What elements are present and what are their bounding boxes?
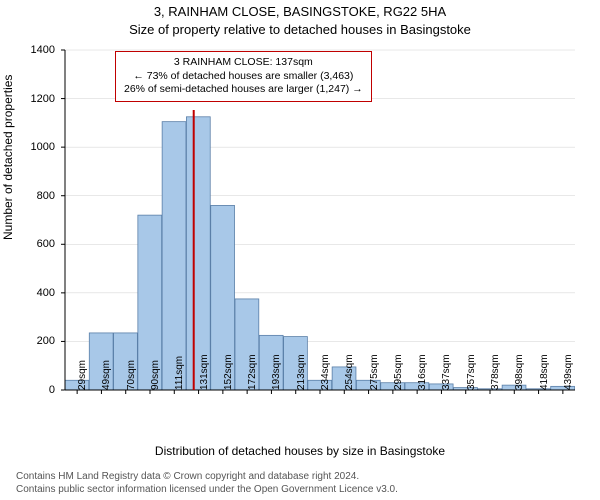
x-tick-label: 172sqm [247,354,258,390]
x-tick-label: 295sqm [393,354,404,390]
y-tick-label: 800 [37,190,55,202]
x-tick-label: 152sqm [223,354,234,390]
x-tick-label: 111sqm [174,356,185,390]
x-tick-label: 275sqm [369,354,380,390]
x-tick-label: 357sqm [466,354,477,390]
footer-line-2: Contains public sector information licen… [16,483,398,496]
x-tick-label: 234sqm [320,354,331,390]
annotation-line-2: ← 73% of detached houses are smaller (3,… [124,70,363,84]
x-tick-label: 70sqm [126,360,137,390]
annotation-box: 3 RAINHAM CLOSE: 137sqm← 73% of detached… [115,51,372,102]
y-tick-label: 0 [49,384,55,396]
x-tick-label: 398sqm [514,354,525,390]
annotation-line-1: 3 RAINHAM CLOSE: 137sqm [124,56,363,70]
annotation-line-3: 26% of semi-detached houses are larger (… [124,83,363,97]
histogram-bar [186,117,210,390]
x-tick-label: 213sqm [296,354,307,390]
plot-area: 020040060080010001200140029sqm49sqm70sqm… [60,45,580,395]
x-tick-label: 418sqm [539,354,550,390]
y-tick-label: 400 [37,287,55,299]
y-axis-label: Number of detached properties [1,75,15,240]
x-tick-label: 316sqm [417,354,428,390]
chart-title-sub: Size of property relative to detached ho… [0,22,600,37]
x-tick-label: 131sqm [199,354,210,390]
chart-title-main: 3, RAINHAM CLOSE, BASINGSTOKE, RG22 5HA [0,4,600,19]
x-tick-label: 29sqm [77,360,88,390]
y-tick-label: 1400 [31,44,55,56]
y-tick-label: 1000 [31,141,55,153]
y-tick-label: 1200 [31,93,55,105]
x-axis-label: Distribution of detached houses by size … [0,444,600,458]
x-tick-label: 439sqm [563,354,574,390]
chart-container: 3, RAINHAM CLOSE, BASINGSTOKE, RG22 5HA … [0,0,600,500]
x-tick-label: 378sqm [490,354,501,390]
footer-attribution: Contains HM Land Registry data © Crown c… [16,470,398,496]
footer-line-1: Contains HM Land Registry data © Crown c… [16,470,398,483]
histogram-bar [162,122,186,390]
x-tick-label: 254sqm [344,354,355,390]
y-tick-label: 600 [37,238,55,250]
x-tick-label: 337sqm [441,354,452,390]
x-tick-label: 49sqm [101,360,112,390]
x-tick-label: 90sqm [150,360,161,390]
x-tick-label: 193sqm [271,354,282,390]
y-tick-label: 200 [37,335,55,347]
